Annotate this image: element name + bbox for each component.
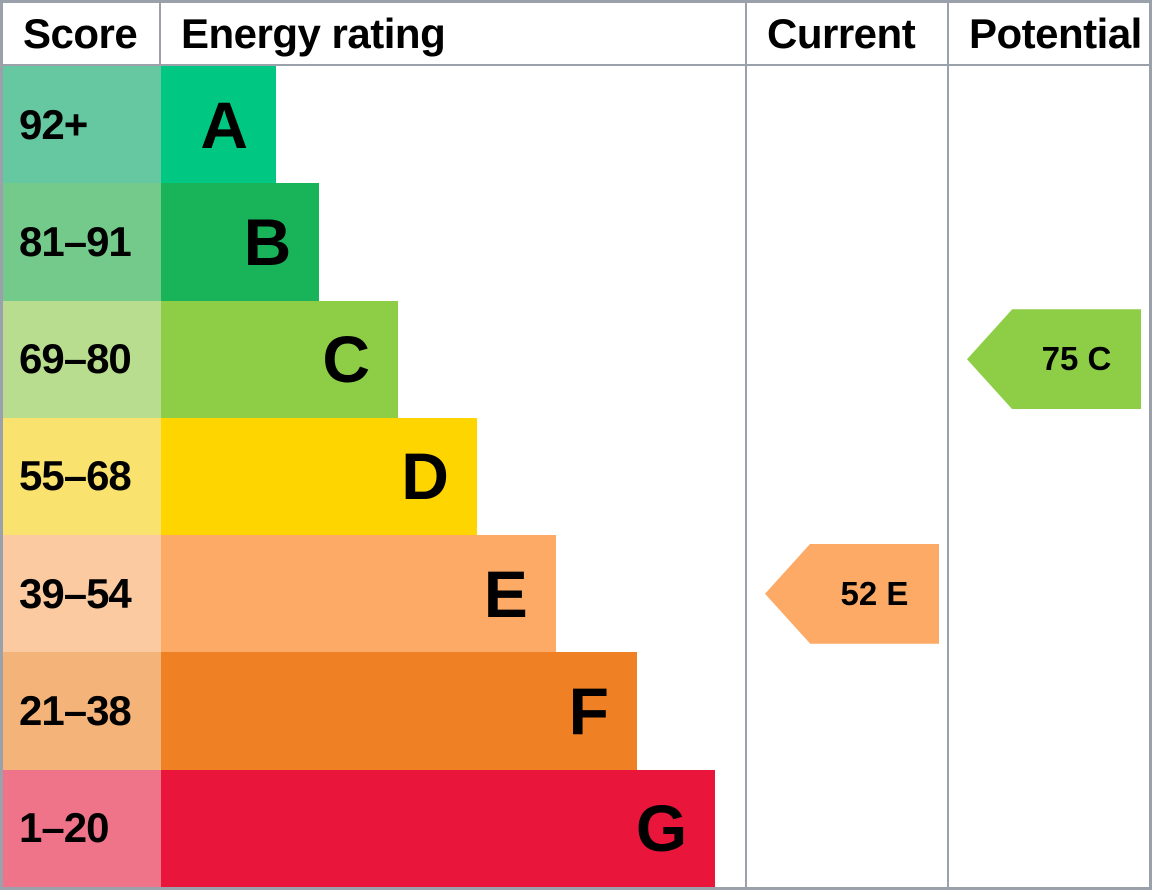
current-cell-c — [745, 300, 947, 418]
potential-rating-arrow: 75 C — [967, 309, 1141, 410]
potential-cell-b — [947, 183, 1149, 301]
band-letter-c: C — [322, 322, 371, 397]
score-range-c: 69–80 — [3, 300, 161, 418]
band-bar-f: F — [161, 652, 637, 770]
band-letter-b: B — [243, 204, 292, 279]
band-bar-d: D — [161, 417, 477, 536]
band-track-a: A — [161, 66, 745, 184]
current-rating-label: 52 E — [840, 574, 909, 612]
band-track-e: E — [161, 535, 745, 653]
band-track-b: B — [161, 183, 745, 301]
potential-cell-g — [947, 769, 1149, 887]
band-track-c: C — [161, 300, 745, 418]
potential-cell-a — [947, 66, 1149, 184]
potential-rating-label: 75 C — [1041, 340, 1112, 378]
band-letter-d: D — [401, 439, 449, 514]
score-range-e: 39–54 — [3, 535, 161, 653]
current-cell-d — [745, 417, 947, 536]
band-letter-g: G — [635, 791, 688, 866]
epc-grid: Score Energy rating Current Potential 92… — [3, 3, 1149, 887]
current-cell-b — [745, 183, 947, 301]
band-bar-g: G — [161, 769, 716, 887]
header-score: Score — [3, 3, 161, 66]
score-range-d: 55–68 — [3, 417, 161, 536]
potential-cell-f — [947, 652, 1149, 770]
current-rating-arrow: 52 E — [765, 543, 939, 644]
potential-cell-d — [947, 417, 1149, 536]
band-bar-a: A — [161, 66, 277, 184]
band-track-g: G — [161, 769, 745, 887]
score-range-a: 92+ — [3, 66, 161, 184]
band-bar-b: B — [161, 183, 320, 301]
score-range-b: 81–91 — [3, 183, 161, 301]
score-range-g: 1–20 — [3, 769, 161, 887]
band-track-f: F — [161, 652, 745, 770]
current-cell-a — [745, 66, 947, 184]
band-track-d: D — [161, 417, 745, 536]
band-bar-e: E — [161, 535, 556, 653]
current-cell-g — [745, 769, 947, 887]
header-current: Current — [745, 3, 947, 66]
band-bar-c: C — [161, 300, 399, 418]
header-potential: Potential — [947, 3, 1149, 66]
potential-cell-c: 75 C — [947, 300, 1149, 418]
band-letter-f: F — [568, 674, 609, 749]
potential-cell-e — [947, 535, 1149, 653]
current-cell-f — [745, 652, 947, 770]
score-range-f: 21–38 — [3, 652, 161, 770]
band-letter-a: A — [200, 87, 249, 162]
band-letter-e: E — [483, 556, 528, 631]
current-cell-e: 52 E — [745, 535, 947, 653]
header-energy-rating: Energy rating — [161, 3, 745, 66]
